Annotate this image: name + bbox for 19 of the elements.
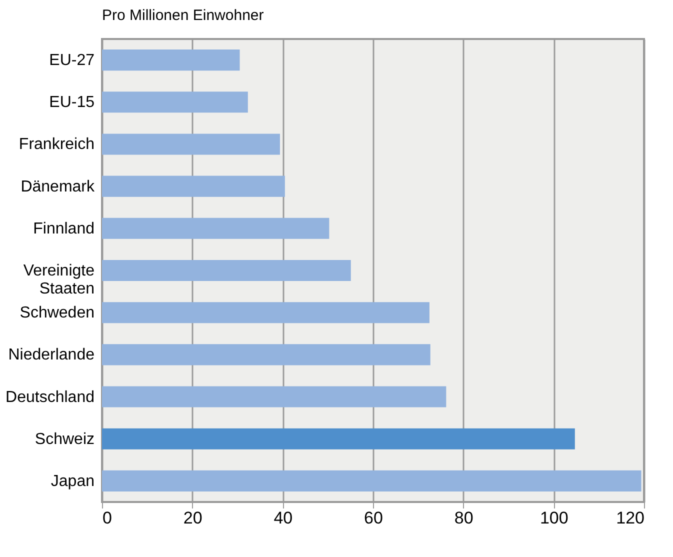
x-tick-label: 20 [183,508,202,528]
y-tick-label: Schweiz [34,430,94,448]
y-tick-label: Niederlande [8,346,95,364]
x-tick-label: 40 [274,508,293,528]
x-tick-label: 100 [540,508,568,528]
x-tick-label: 60 [364,508,383,528]
y-tick-label: Vereinigte Staaten [23,262,95,298]
y-tick-label: EU-27 [49,52,95,70]
y-tick-label: Japan [50,472,94,490]
y-tick-label: Dänemark [20,178,96,196]
x-tick-label: 0 [102,508,112,528]
y-tick-label: EU-15 [49,94,95,112]
x-tick-label: 80 [454,508,474,528]
y-tick-label: Schweden [20,304,94,322]
y-tick-label: Frankreich [18,136,94,154]
chart-title: Pro Millionen Einwohner [102,7,264,24]
x-tick-label: 120 [616,508,644,528]
y-tick-label: Finnland [33,220,94,238]
y-tick-label: Deutschland [6,388,94,406]
